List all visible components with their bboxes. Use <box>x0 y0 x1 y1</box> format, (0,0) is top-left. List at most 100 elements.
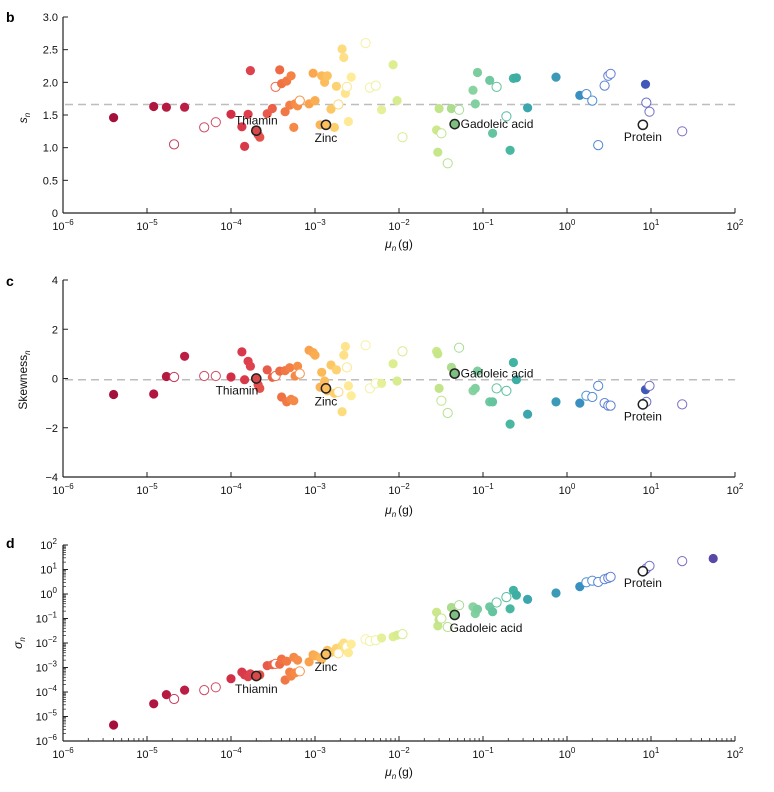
data-point <box>551 397 561 407</box>
y-tick-label: 0 <box>52 208 58 220</box>
data-point <box>293 655 303 665</box>
data-point <box>149 101 159 112</box>
data-point <box>285 363 295 373</box>
annotation-label: Gadoleic acid <box>461 367 534 381</box>
data-point <box>446 103 456 114</box>
x-tick-label: 10−5 <box>136 482 158 497</box>
panel-c-skewness-chart: c 10−6 10−5 10−4 10−3 10−2 10−1 100 101 102 −4 −2 0… <box>6 273 744 519</box>
svg-text:μn(g): μn (g) <box>384 237 413 253</box>
data-point-open <box>581 89 592 100</box>
data-point <box>180 685 190 695</box>
data-point <box>468 85 478 95</box>
y-tick-label: 10−5 <box>36 709 58 724</box>
data-point <box>339 350 349 360</box>
data-point <box>472 366 483 376</box>
data-point <box>505 145 515 155</box>
annotation-label: Zinc <box>315 131 338 145</box>
x-tick-label: 102 <box>727 482 744 497</box>
panel-d-sigma-chart: d 10−6 10−5 10−4 10−3 10−2 10−1 100 101 10210−61… <box>6 535 744 781</box>
panel-d-y-axis-label: σn <box>11 637 27 649</box>
data-point-open <box>210 117 221 128</box>
data-point-open <box>587 95 598 106</box>
data-point <box>488 607 498 617</box>
y-tick-label: 1.5 <box>43 110 58 122</box>
x-tick-label: 10−5 <box>136 218 158 233</box>
data-point-open <box>294 666 305 677</box>
data-point-open <box>436 613 447 624</box>
data-point <box>551 588 561 598</box>
data-point <box>392 96 402 106</box>
data-point <box>275 65 285 75</box>
x-tick-label: 101 <box>643 482 660 497</box>
data-point <box>180 351 190 361</box>
data-point-open <box>677 556 688 567</box>
data-point-open <box>370 80 381 91</box>
y-tick-label: 102 <box>40 537 57 552</box>
highlighted-point-zinc <box>320 648 332 660</box>
y-tick-label: 2.5 <box>43 45 58 57</box>
data-point-open <box>454 600 465 611</box>
panel-d-letter: d <box>6 535 15 551</box>
data-point <box>293 361 303 371</box>
highlighted-point-gadoleic-acid <box>449 118 461 130</box>
data-point-open <box>294 368 305 379</box>
data-point <box>433 349 443 359</box>
data-point <box>226 109 236 119</box>
highlighted-point-protein <box>637 119 649 131</box>
data-point <box>109 113 119 123</box>
annotation-label: Zinc <box>315 394 338 408</box>
annotation-label: Protein <box>624 409 662 423</box>
x-tick-label: 10−4 <box>220 218 242 233</box>
svg-text:σn: σn <box>11 637 27 649</box>
y-tick-label: 101 <box>40 562 57 577</box>
annotation-label: Thiamin <box>235 114 278 128</box>
data-point <box>226 372 236 382</box>
data-point <box>505 419 515 429</box>
data-point <box>243 109 253 119</box>
data-point <box>245 361 255 371</box>
x-tick-label: 10−5 <box>136 746 158 761</box>
data-point-open <box>169 371 180 383</box>
x-tick-label: 10−2 <box>388 746 410 761</box>
y-tick-label: 10−4 <box>36 684 58 699</box>
highlighted-point-thiamin <box>250 670 262 682</box>
panel-b-points <box>109 38 688 169</box>
data-point-open <box>644 380 655 391</box>
data-point-open <box>436 128 447 139</box>
data-point-open <box>333 386 344 398</box>
data-point-open <box>454 342 465 353</box>
data-point <box>343 648 353 658</box>
panel-b-letter: b <box>6 9 15 25</box>
data-point <box>245 66 255 76</box>
data-point <box>280 107 290 117</box>
data-point <box>262 365 272 375</box>
data-point <box>310 350 320 360</box>
data-point-open <box>491 597 502 608</box>
y-tick-label: 10−6 <box>36 733 58 748</box>
data-point <box>470 99 480 109</box>
data-point-open <box>641 97 652 108</box>
data-point <box>523 103 533 113</box>
annotation-label: Thiamin <box>235 682 278 696</box>
x-tick-label: 101 <box>643 218 660 233</box>
annotation-label: Gadoleic acid <box>461 117 534 131</box>
data-point <box>488 397 498 407</box>
x-tick-label: 100 <box>559 218 576 233</box>
data-point <box>708 553 718 564</box>
y-tick-label: 10−1 <box>36 611 58 626</box>
y-tick-label: 0 <box>52 374 58 386</box>
data-point <box>377 105 387 115</box>
annotation-label: Protein <box>624 130 662 144</box>
panel-c-axes: 10−6 10−5 10−4 10−3 10−2 10−1 100 101 102 −4 −2 0 2 4 <box>45 275 743 497</box>
data-point <box>340 341 350 352</box>
data-point <box>511 375 521 385</box>
data-point <box>575 398 585 408</box>
svg-text:Skewnessn: Skewnessn <box>16 350 32 410</box>
y-tick-label: 4 <box>52 275 58 287</box>
panel-b-y-axis-label: sn <box>16 112 32 123</box>
data-point-open <box>677 399 688 410</box>
y-tick-label: 3.0 <box>43 12 58 24</box>
data-point-open <box>397 132 408 143</box>
panel-d-annotations: Thiamin Zinc Gadoleic acid Protein <box>235 565 662 696</box>
x-tick-label: 10−4 <box>220 482 242 497</box>
